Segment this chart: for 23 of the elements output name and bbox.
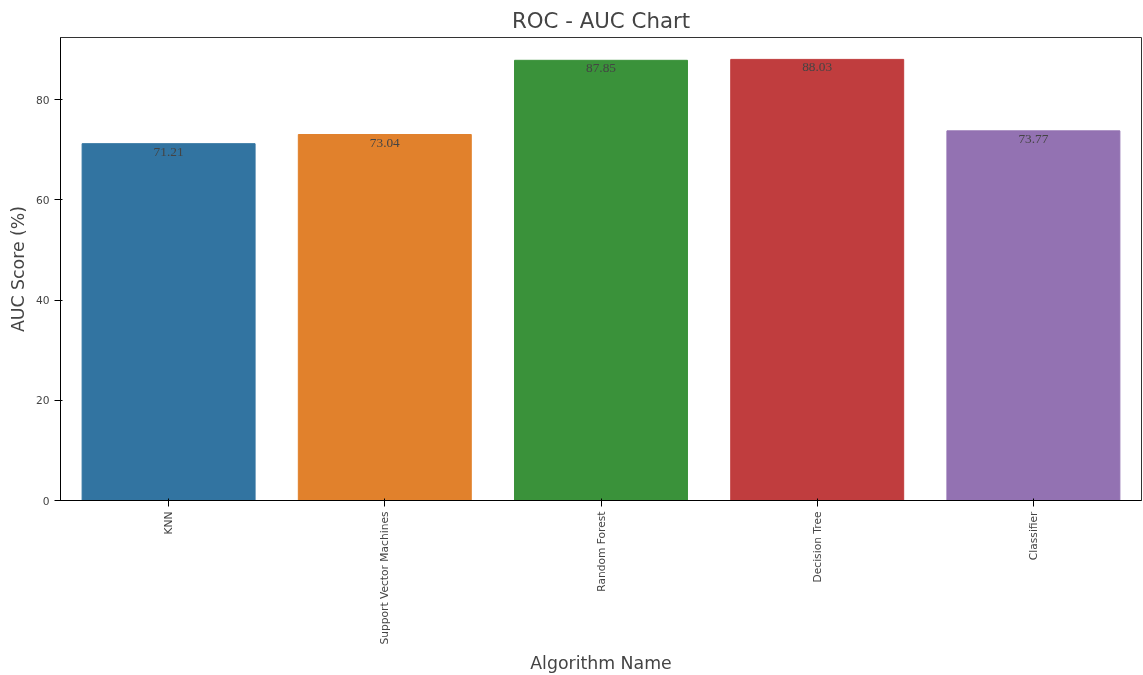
data-label: 73.77 [1018,130,1049,146]
data-label: 87.85 [586,60,617,76]
bar [81,143,256,501]
bar [297,134,472,501]
bar [514,59,688,501]
chart-title: ROC - AUC Chart [511,7,691,33]
data-label: 71.21 [153,143,184,159]
x-tick-label: Decision Tree [810,511,824,583]
y-tick-label: 60 [35,193,50,207]
y-tick-label: 80 [35,93,50,107]
y-axis-title: AUC Score (%) [7,205,28,333]
x-tick-label: KNN [162,511,176,535]
y-tick-label: 20 [35,394,50,408]
x-tick-label: Random Forest [594,511,608,592]
bar [730,58,905,501]
y-tick-label: 0 [42,494,50,508]
x-tick-label: Support Vector Machines [378,511,392,645]
data-label: 73.04 [369,134,401,150]
bar [946,130,1121,501]
x-axis-title: Algorithm Name [530,652,672,673]
data-label: 88.03 [802,59,833,75]
y-tick-label: 40 [35,294,50,308]
x-tick-label: Classifier [1026,510,1040,561]
